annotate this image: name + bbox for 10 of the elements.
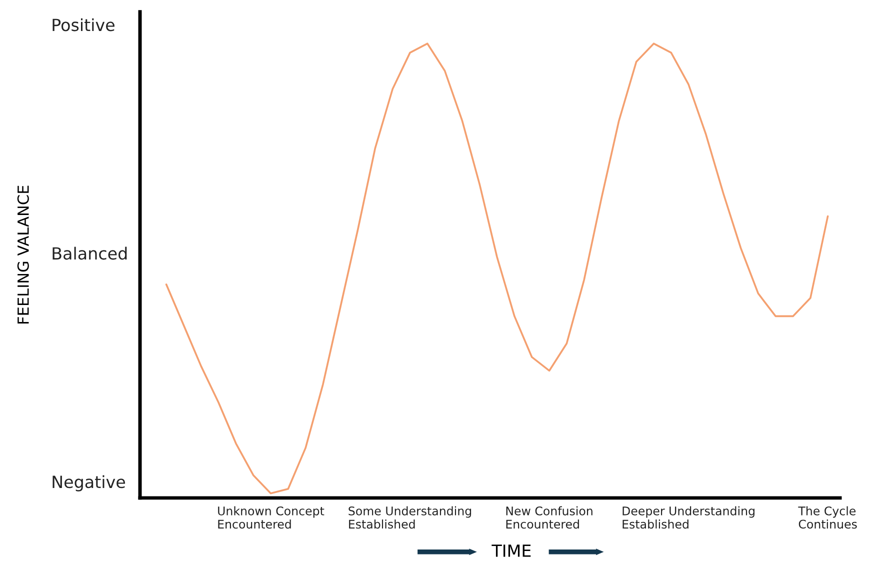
x-tick-label: The Cycle Continues: [798, 506, 857, 529]
text: Balanced: [52, 246, 127, 260]
x-axis-title: TIME: [492, 544, 531, 557]
x-tick-label: Deeper Understanding Established: [622, 506, 754, 529]
text: Positive: [52, 18, 114, 32]
x-tick-label: New Confusion Encountered: [506, 506, 592, 529]
x-tick-label: Some Understanding Established: [348, 506, 472, 529]
x-tick-label: Unknown Concept Encountered: [218, 506, 324, 529]
text: FEELING VALANCE: [17, 186, 29, 324]
text: Negative: [52, 475, 126, 492]
